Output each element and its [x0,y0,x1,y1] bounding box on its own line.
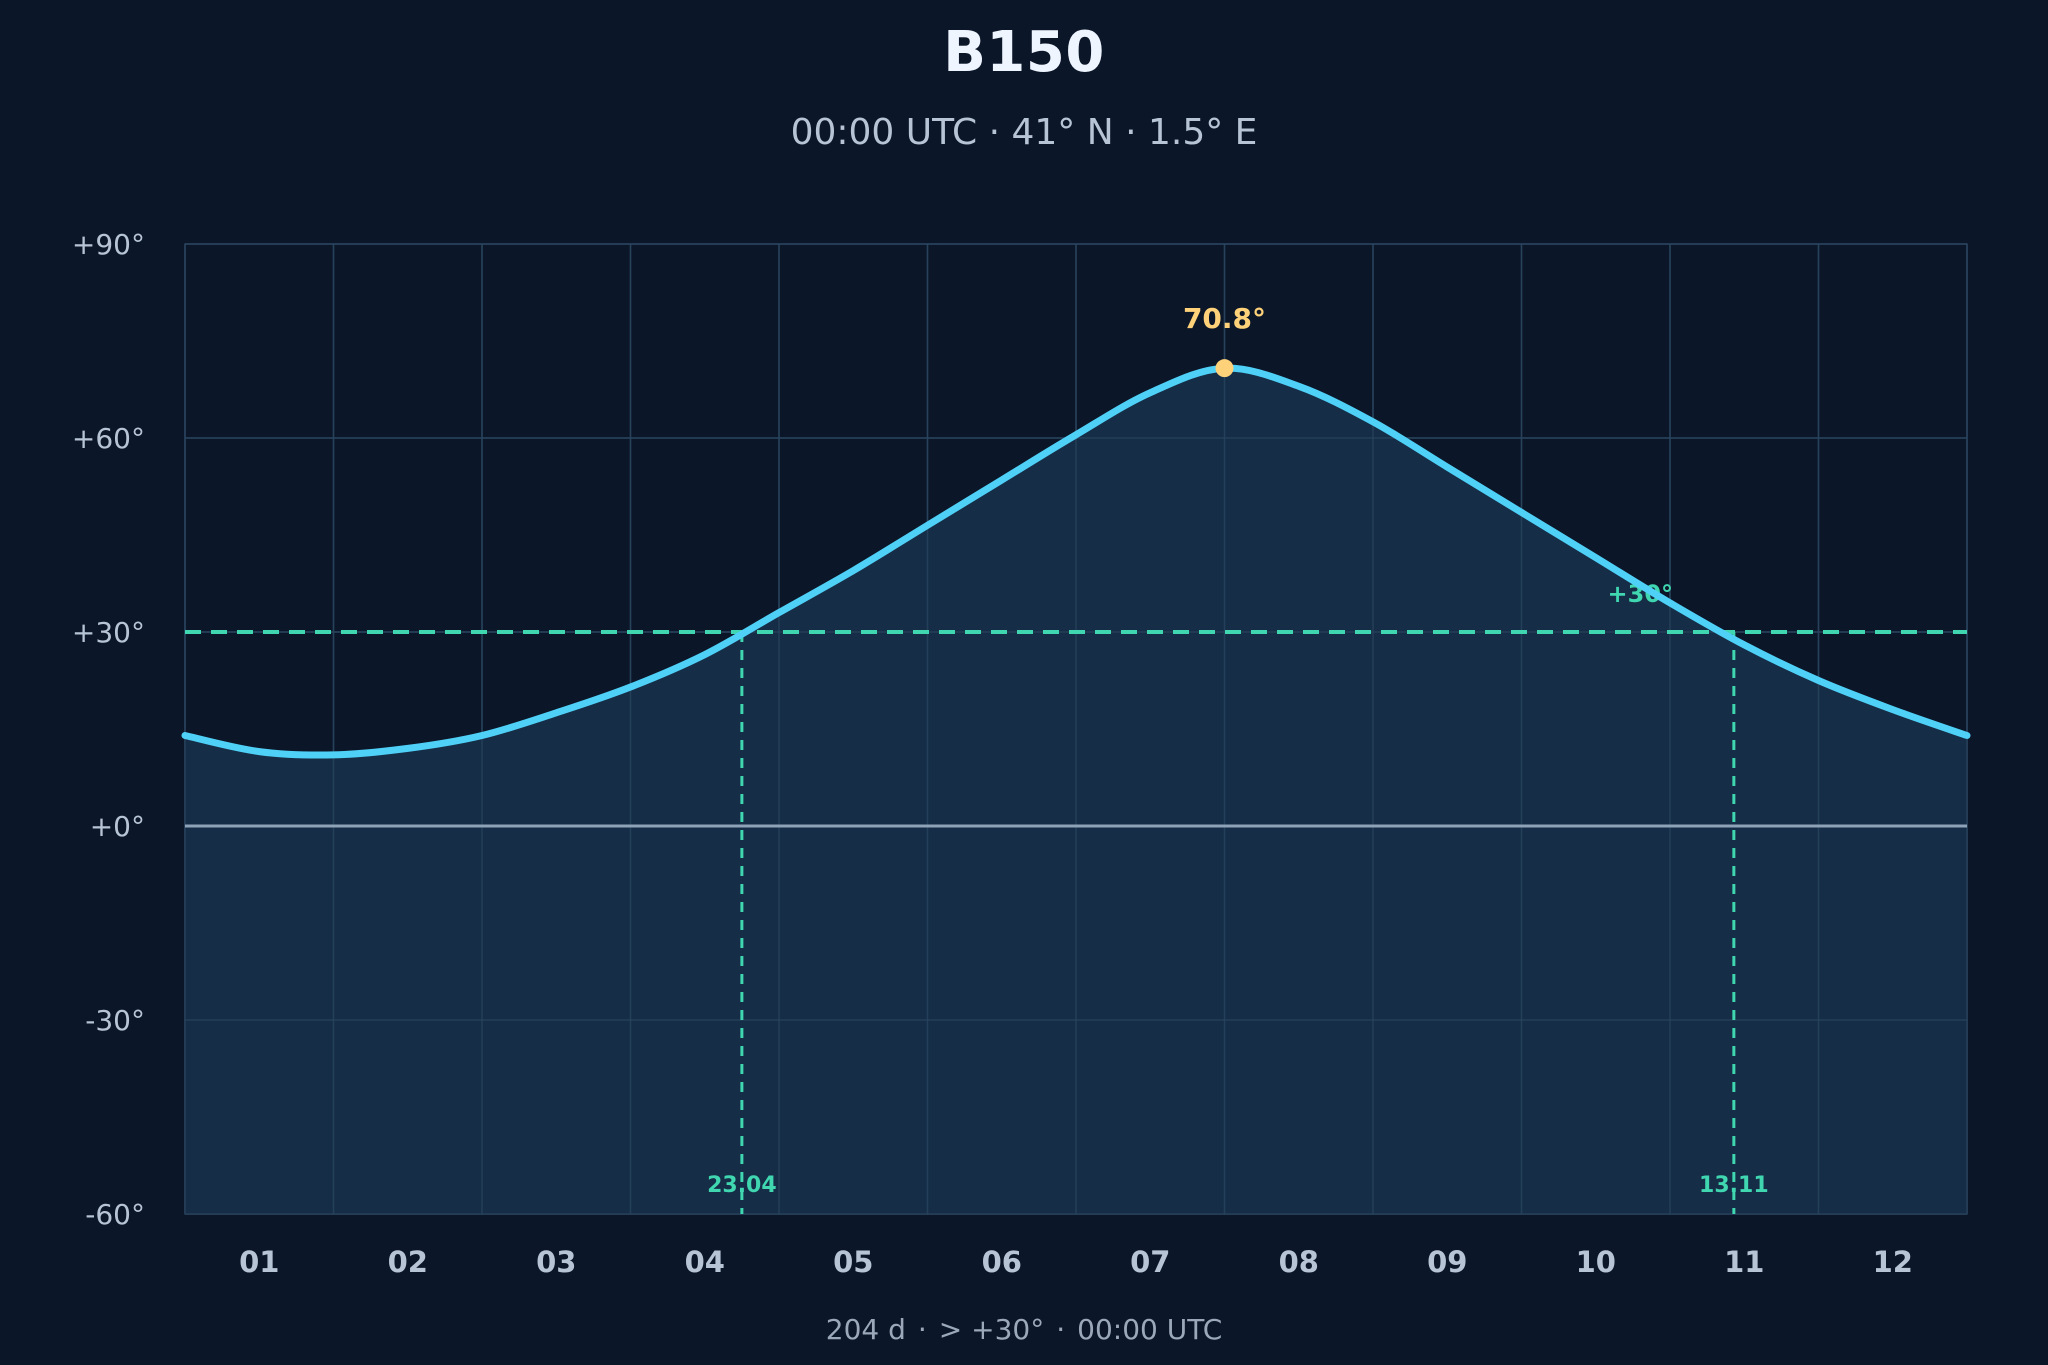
chart-title: B150 [943,20,1105,85]
x-tick-label: 11 [1724,1245,1764,1279]
x-tick-label: 06 [982,1245,1022,1279]
y-tick-label: +90° [72,228,145,261]
chart-footer: 204 d · > +30° · 00:00 UTC [0,1313,2048,1346]
x-tick-label: 07 [1130,1245,1170,1279]
y-tick-label: +30° [72,616,145,649]
peak-label: 70.8° [1183,302,1266,335]
crossing-date-label: 23.04 [707,1173,777,1198]
footer-separator: · [1056,1313,1066,1346]
y-tick-label: -30° [85,1004,145,1037]
x-tick-label: 10 [1576,1245,1616,1279]
altitude-curve [181,364,1971,759]
x-tick-label: 09 [1427,1245,1467,1279]
footer-separator: · [917,1313,927,1346]
x-tick-label: 08 [1279,1245,1319,1279]
days-above-count: 204 d [825,1313,906,1346]
x-tick-label: 01 [239,1245,279,1279]
x-tick-label: 03 [536,1245,576,1279]
peak-marker [1215,359,1234,378]
x-tick-label: 05 [833,1245,873,1279]
crossing-date-label: 13.11 [1699,1173,1769,1198]
chart-subtitle: 00:00 UTC · 41° N · 1.5° E [790,112,1258,153]
x-tick-label: 04 [685,1245,725,1279]
y-tick-label: -60° [85,1198,145,1231]
threshold-condition: > +30° [938,1313,1045,1346]
observation-time: 00:00 UTC [1077,1313,1223,1346]
y-tick-label: +0° [90,810,145,843]
y-tick-label: +60° [72,422,145,455]
x-tick-label: 12 [1873,1245,1913,1279]
x-tick-label: 02 [388,1245,428,1279]
